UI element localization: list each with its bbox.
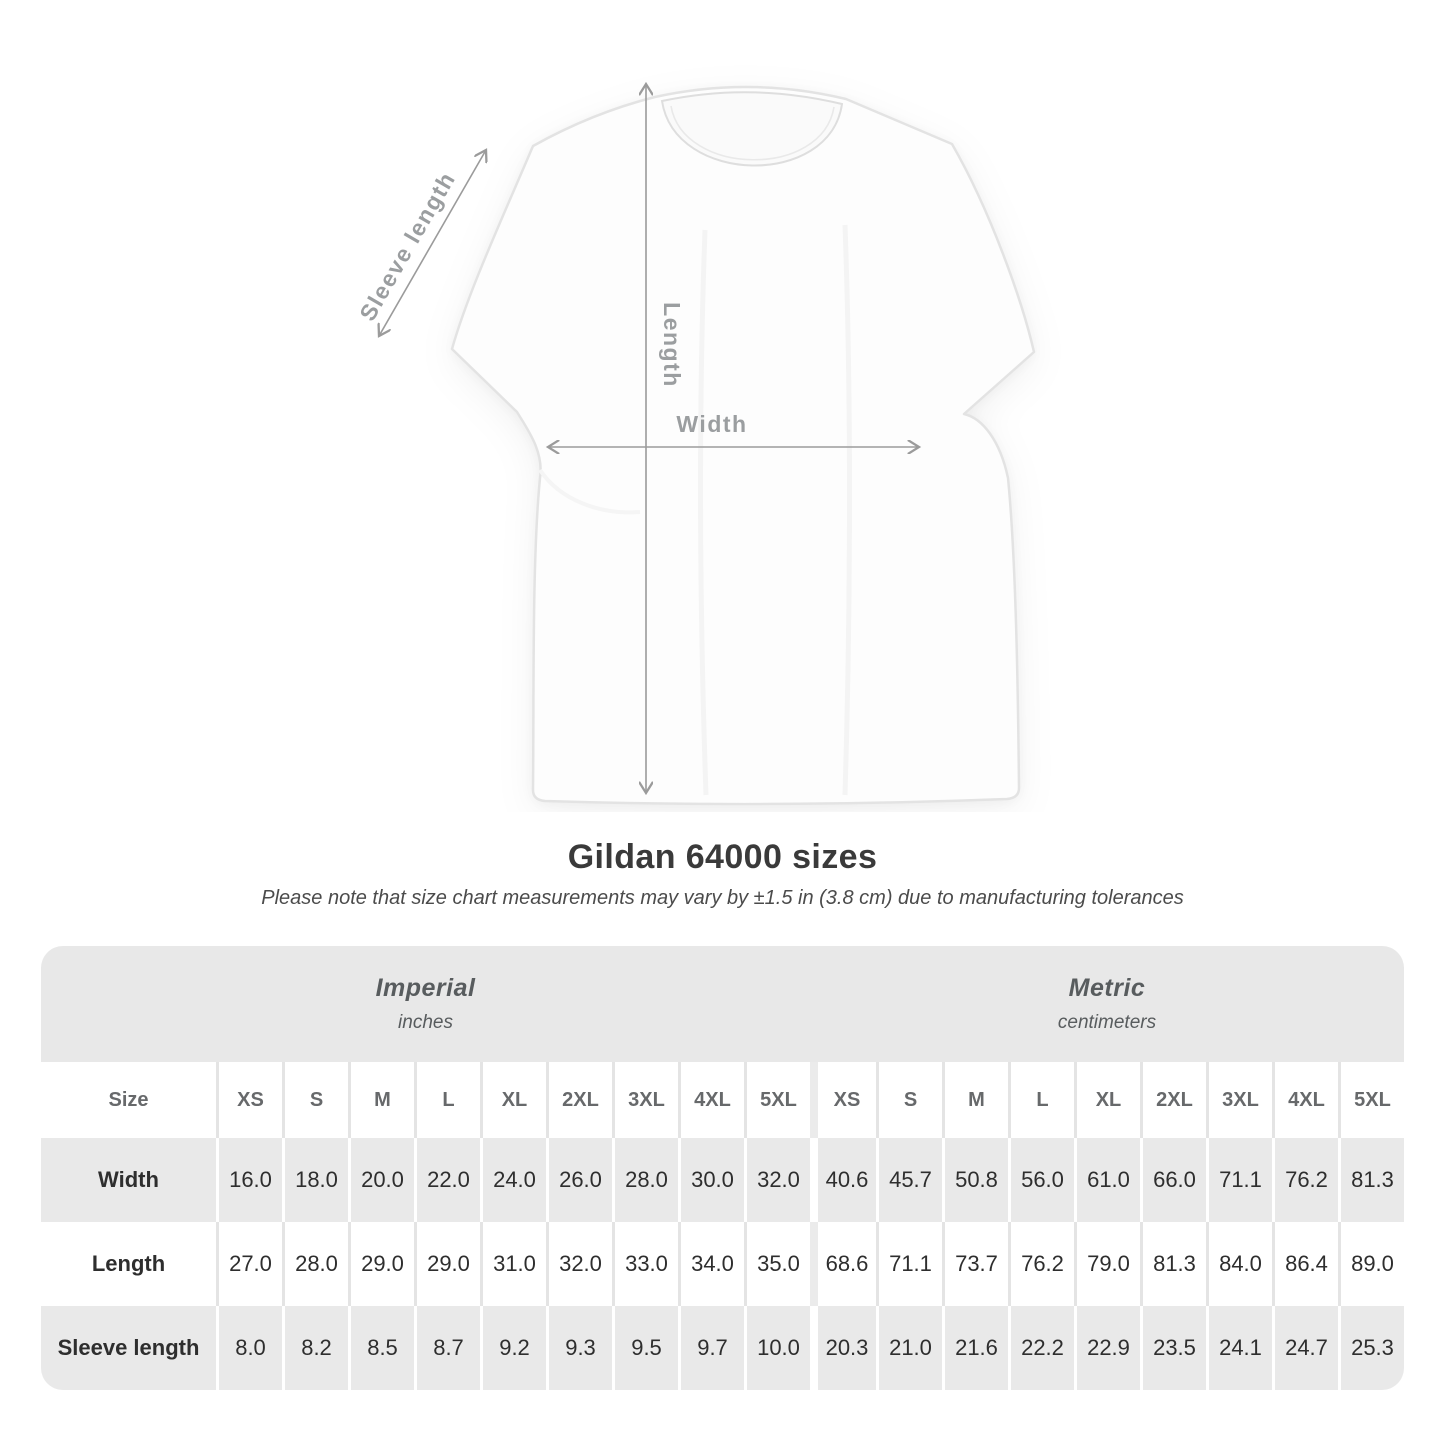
row-label: Length	[41, 1222, 216, 1306]
size-header-row: Size XS S M L XL 2XL 3XL 4XL 5XL XS S M …	[41, 1062, 1404, 1138]
table-row-length: Length 27.0 28.0 29.0 29.0 31.0 32.0 33.…	[41, 1222, 1404, 1306]
imperial-header: Imperial inches	[41, 946, 810, 1062]
value-cell: 18.0	[282, 1138, 348, 1222]
table-row-sleeve-length: Sleeve length 8.0 8.2 8.5 8.7 9.2 9.3 9.…	[41, 1306, 1404, 1390]
length-label: Length	[659, 302, 685, 388]
width-label: Width	[676, 411, 747, 437]
page-title: Gildan 64000 sizes	[567, 838, 878, 876]
value-cell: 45.7	[876, 1138, 942, 1222]
value-cell: 81.3	[1140, 1222, 1206, 1306]
value-cell: 79.0	[1074, 1222, 1140, 1306]
value-cell: 81.3	[1338, 1138, 1404, 1222]
value-cell: 10.0	[744, 1306, 810, 1390]
tshirt-graphic: Width Length Sleeve length	[354, 0, 1036, 806]
size-column-header: Size	[41, 1062, 216, 1138]
value-cell: 33.0	[612, 1222, 678, 1306]
value-cell: 50.8	[942, 1138, 1008, 1222]
table-row-width: Width 16.0 18.0 20.0 22.0 24.0 26.0 28.0…	[41, 1138, 1404, 1222]
value-cell: 35.0	[744, 1222, 810, 1306]
value-cell: 71.1	[876, 1222, 942, 1306]
value-cell: 32.0	[546, 1222, 612, 1306]
value-cell: 8.7	[414, 1306, 480, 1390]
size-chart-table: Imperial inches Metric centimeters Size …	[41, 946, 1404, 1390]
value-cell: 24.1	[1206, 1306, 1272, 1390]
value-cell: 9.2	[480, 1306, 546, 1390]
value-cell: 22.9	[1074, 1306, 1140, 1390]
row-label: Width	[41, 1138, 216, 1222]
sleeve-length-arrow	[379, 150, 486, 336]
value-cell: 20.0	[348, 1138, 414, 1222]
value-cell: 71.1	[1206, 1138, 1272, 1222]
metric-title: Metric	[1068, 974, 1146, 1002]
value-cell: 8.0	[216, 1306, 282, 1390]
value-cell: 76.2	[1008, 1222, 1074, 1306]
value-cell: 16.0	[216, 1138, 282, 1222]
value-cell: 22.2	[1008, 1306, 1074, 1390]
value-cell: 27.0	[216, 1222, 282, 1306]
value-cell: 26.0	[546, 1138, 612, 1222]
value-cell: 20.3	[810, 1306, 876, 1390]
size-cell: L	[414, 1062, 480, 1138]
imperial-title: Imperial	[375, 974, 476, 1002]
value-cell: 68.6	[810, 1222, 876, 1306]
value-cell: 22.0	[414, 1138, 480, 1222]
value-cell: 29.0	[348, 1222, 414, 1306]
value-cell: 31.0	[480, 1222, 546, 1306]
value-cell: 28.0	[282, 1222, 348, 1306]
size-cell: 4XL	[678, 1062, 744, 1138]
size-cell: XS	[810, 1062, 876, 1138]
value-cell: 89.0	[1338, 1222, 1404, 1306]
value-cell: 24.0	[480, 1138, 546, 1222]
value-cell: 23.5	[1140, 1306, 1206, 1390]
value-cell: 21.6	[942, 1306, 1008, 1390]
sleeve-length-label: Sleeve length	[354, 167, 460, 325]
tshirt-shape	[450, 85, 1036, 806]
value-cell: 9.7	[678, 1306, 744, 1390]
size-cell: S	[282, 1062, 348, 1138]
value-cell: 61.0	[1074, 1138, 1140, 1222]
size-cell: 3XL	[1206, 1062, 1272, 1138]
metric-header: Metric centimeters	[810, 946, 1404, 1062]
imperial-unit: inches	[398, 1012, 453, 1033]
row-label: Sleeve length	[41, 1306, 216, 1390]
size-cell: S	[876, 1062, 942, 1138]
size-cell: L	[1008, 1062, 1074, 1138]
value-cell: 24.7	[1272, 1306, 1338, 1390]
size-cell: M	[348, 1062, 414, 1138]
value-cell: 66.0	[1140, 1138, 1206, 1222]
value-cell: 84.0	[1206, 1222, 1272, 1306]
value-cell: 29.0	[414, 1222, 480, 1306]
size-cell: 5XL	[744, 1062, 810, 1138]
size-cell: M	[942, 1062, 1008, 1138]
tshirt-size-diagram: Width Length Sleeve length	[354, 0, 1036, 806]
unit-header-row: Imperial inches Metric centimeters	[41, 946, 1404, 1062]
value-cell: 30.0	[678, 1138, 744, 1222]
size-cell: 4XL	[1272, 1062, 1338, 1138]
value-cell: 28.0	[612, 1138, 678, 1222]
size-cell: XS	[216, 1062, 282, 1138]
size-cell: XL	[1074, 1062, 1140, 1138]
size-cell: 3XL	[612, 1062, 678, 1138]
size-cell: 5XL	[1338, 1062, 1404, 1138]
value-cell: 76.2	[1272, 1138, 1338, 1222]
metric-unit: centimeters	[1057, 1012, 1157, 1033]
value-cell: 9.5	[612, 1306, 678, 1390]
value-cell: 86.4	[1272, 1222, 1338, 1306]
value-cell: 21.0	[876, 1306, 942, 1390]
value-cell: 56.0	[1008, 1138, 1074, 1222]
value-cell: 25.3	[1338, 1306, 1404, 1390]
tolerance-note: Please note that size chart measurements…	[261, 887, 1184, 909]
value-cell: 8.2	[282, 1306, 348, 1390]
size-cell: 2XL	[546, 1062, 612, 1138]
value-cell: 8.5	[348, 1306, 414, 1390]
value-cell: 40.6	[810, 1138, 876, 1222]
value-cell: 9.3	[546, 1306, 612, 1390]
size-cell: 2XL	[1140, 1062, 1206, 1138]
size-cell: XL	[480, 1062, 546, 1138]
value-cell: 73.7	[942, 1222, 1008, 1306]
value-cell: 34.0	[678, 1222, 744, 1306]
value-cell: 32.0	[744, 1138, 810, 1222]
